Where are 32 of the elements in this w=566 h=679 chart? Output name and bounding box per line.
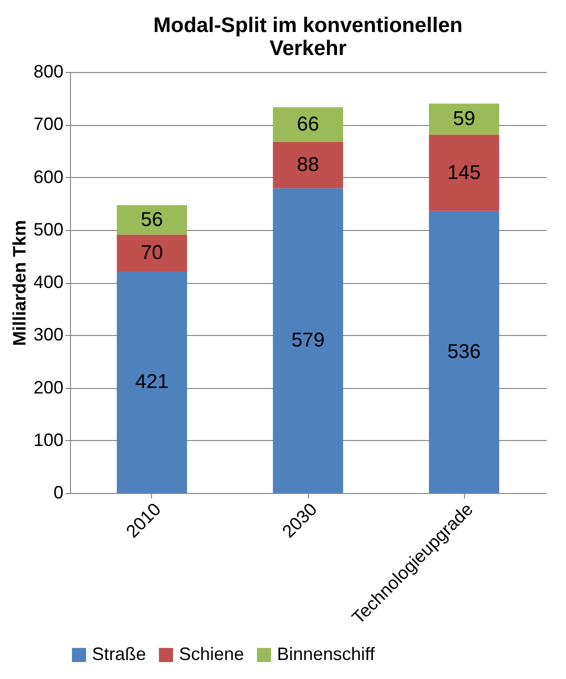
y-tick-label: 600 <box>33 166 64 187</box>
data-label: 536 <box>447 340 481 363</box>
bar <box>116 271 188 493</box>
y-tick-label: 300 <box>33 324 64 345</box>
bar <box>428 210 500 493</box>
y-tick-label: 500 <box>33 219 64 240</box>
data-label: 421 <box>135 371 169 394</box>
y-tick-label: 0 <box>53 482 64 502</box>
y-tick-label: 700 <box>33 114 64 134</box>
bar <box>428 134 500 211</box>
data-label: 59 <box>452 108 476 130</box>
y-tick-label: 800 <box>33 62 64 82</box>
data-label: 66 <box>296 114 320 136</box>
bar <box>272 188 344 493</box>
y-tick-label: 100 <box>33 430 64 450</box>
y-tick-label: 400 <box>33 272 64 292</box>
bar <box>272 107 344 142</box>
data-label: 70 <box>140 242 164 264</box>
y-tick-label: 200 <box>33 377 64 398</box>
chart-title: Modal-Split im konventionellen Verkehr <box>153 14 463 60</box>
legend-label: Binnenschiff <box>277 644 376 664</box>
legend-label: Schiene <box>179 644 244 664</box>
bar <box>116 234 188 272</box>
data-label: 56 <box>140 208 164 231</box>
y-axis-title: Milliarden Tkm <box>9 220 30 346</box>
data-label: 88 <box>296 154 320 176</box>
bar <box>428 104 500 135</box>
bar <box>272 142 344 188</box>
bar <box>116 205 188 235</box>
data-label: 145 <box>447 162 481 184</box>
data-label: 579 <box>291 330 325 352</box>
legend-label: Straße <box>92 644 146 664</box>
